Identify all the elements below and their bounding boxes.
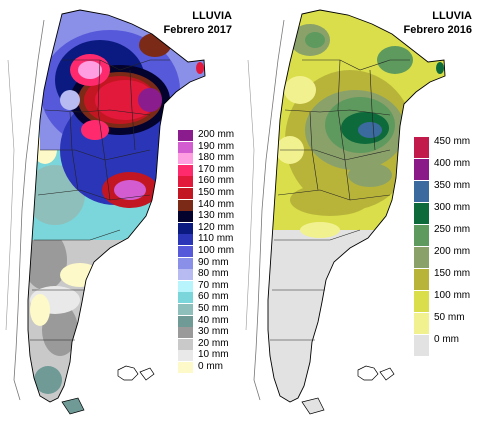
legend-swatch (414, 181, 429, 202)
legend-label: 110 mm (198, 233, 234, 245)
argentina-outline-2017 (27, 9, 206, 403)
legend-label: 40 mm (198, 314, 229, 326)
legend-swatch (414, 159, 429, 180)
pacific-coast-line (5, 59, 15, 331)
legend-swatch (178, 280, 193, 292)
legend-label: 60 mm (198, 291, 229, 303)
legend-swatch (178, 153, 193, 165)
legend-swatch (178, 292, 193, 304)
legend-swatch (414, 137, 429, 158)
legend-swatch (414, 203, 429, 224)
legend-swatch (178, 130, 193, 141)
map-title-line2: Febrero 2016 (403, 24, 472, 36)
legend-label: 140 mm (198, 198, 235, 210)
legend-swatch (178, 222, 193, 234)
legend-swatch (178, 257, 193, 269)
legend-swatch (178, 176, 193, 188)
legend-swatch (178, 211, 193, 223)
map-title-line1: LLUVIA (432, 10, 472, 22)
legend-swatch (178, 188, 193, 199)
legend-swatch (178, 234, 193, 246)
legend-swatch (414, 313, 429, 334)
map-panel-february-2016: LLUVIA Febrero 2016 450 mm 400 mm 350 mm 30… (240, 0, 480, 426)
legend-swatch (178, 362, 193, 373)
legend-label: 150 mm (198, 187, 235, 198)
legend-swatch (178, 315, 193, 327)
tierra-del-fuego-2017 (61, 397, 85, 415)
map-title-line2: Febrero 2017 (163, 24, 232, 36)
legend-label: 450 mm (434, 136, 471, 147)
legend-label: 120 mm (198, 221, 235, 233)
chile-border-line (13, 19, 45, 401)
malvinas-islands-2017 (117, 365, 139, 381)
legend-label: 180 mm (198, 152, 235, 164)
legend-label: 160 mm (198, 175, 235, 187)
legend-label: 190 mm (198, 140, 235, 152)
legend-swatch (178, 246, 193, 257)
legend-swatch (414, 335, 429, 356)
legend-swatch (414, 247, 429, 268)
map-title-line1: LLUVIA (192, 10, 232, 22)
map-panel-february-2017: LLUVIA Febrero 2017 200 mm 190 mm 180 mm 17… (5, 9, 235, 415)
legend-label: 200 mm (434, 246, 471, 257)
legend-label: 200 mm (198, 129, 235, 140)
malvinas-islands-east-2016 (379, 367, 395, 381)
legend-swatch (178, 141, 193, 153)
legend-label: 250 mm (434, 224, 471, 235)
argentina-outline-2016 (267, 9, 446, 403)
province-borders-2016 (270, 59, 410, 341)
legend-label: 100 mm (434, 290, 471, 301)
legend-swatch (178, 338, 193, 350)
legend-label: 90 mm (198, 256, 229, 268)
legend-label: 0 mm (434, 334, 459, 345)
legend-label: 80 mm (198, 268, 229, 280)
legend-swatch (178, 327, 193, 339)
tierra-del-fuego-2016 (301, 397, 325, 415)
legend-swatch (178, 304, 193, 315)
legend-label: 50 mm (198, 303, 229, 314)
malvinas-islands-east-2017 (139, 367, 155, 381)
pacific-coast-line (245, 59, 255, 331)
legend-swatch (178, 350, 193, 362)
legend-label: 0 mm (198, 361, 223, 372)
legend-swatch (414, 225, 429, 246)
legend-label: 170 mm (198, 163, 235, 175)
legend-swatch (178, 269, 193, 281)
legend-label: 150 mm (434, 268, 471, 279)
legend-swatch (414, 269, 429, 290)
rainfall-map-2017 (5, 9, 206, 415)
legend-swatch (414, 291, 429, 312)
legend-label: 70 mm (198, 279, 229, 291)
legend-label: 400 mm (434, 158, 471, 169)
legend-label: 30 mm (198, 326, 229, 338)
legend-label: 130 mm (198, 210, 235, 222)
legend-label: 350 mm (434, 180, 471, 191)
legend-label: 20 mm (198, 337, 229, 349)
legend-label: 100 mm (198, 245, 235, 256)
province-borders-2017 (30, 59, 170, 341)
legend-label: 10 mm (198, 349, 229, 361)
legend-label: 300 mm (434, 202, 471, 213)
malvinas-islands-2016 (357, 365, 379, 381)
chile-border-line (253, 19, 285, 401)
legend-label: 50 mm (434, 312, 465, 323)
legend-swatch (178, 164, 193, 176)
legend-swatch (178, 199, 193, 211)
